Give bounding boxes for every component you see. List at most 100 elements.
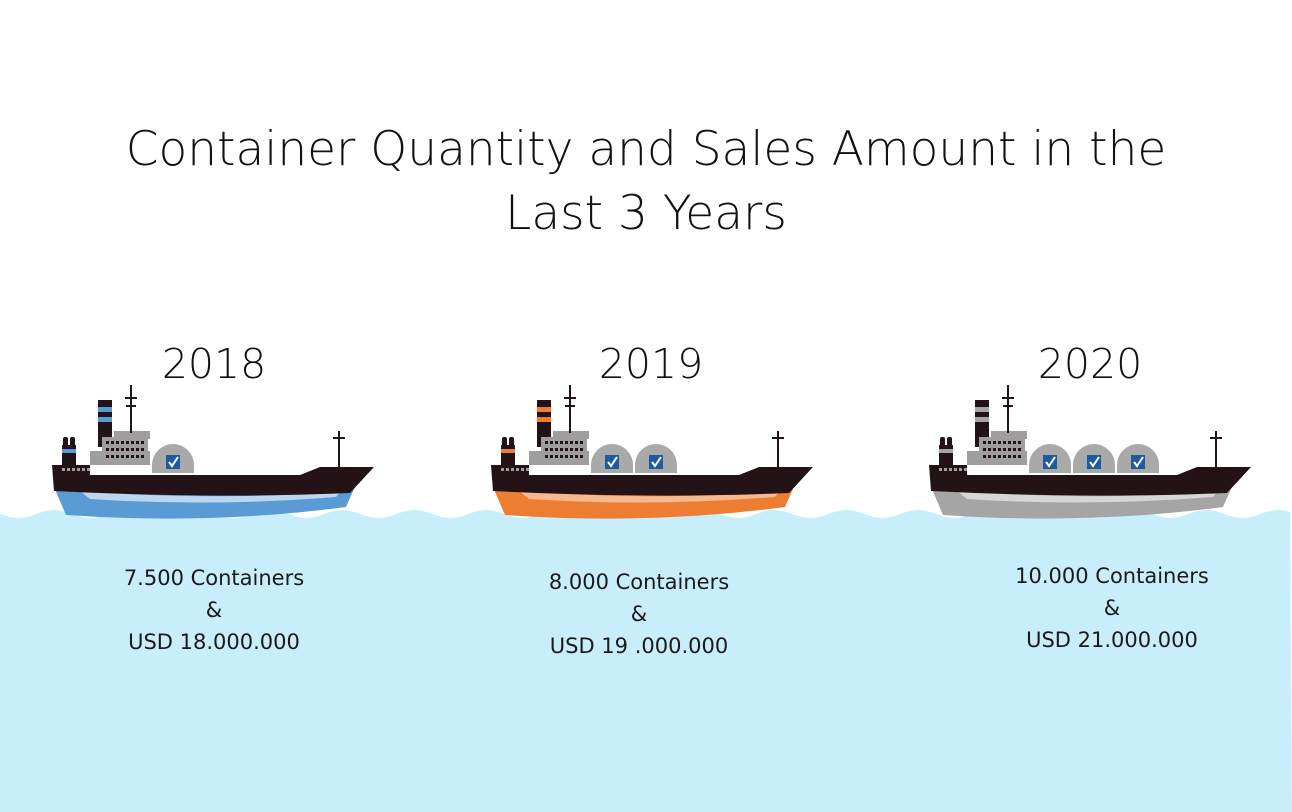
porthole [959,468,962,471]
window [136,441,139,444]
check-icon [168,456,179,468]
bow-mast-arm [333,437,345,439]
window [570,455,573,458]
bow-mast [338,431,340,467]
ship-2018-icon [52,385,374,519]
porthole [506,468,509,471]
bow-mast-arm [1210,437,1222,439]
window [121,455,124,458]
window [106,441,109,444]
small-stack-band [62,449,76,453]
vent [940,437,945,447]
window [555,455,558,458]
stats-2020: 10.000 Containers & USD 21.000.000 [952,560,1272,656]
small-stack [62,445,76,465]
window [998,455,1001,458]
hull-stripe [80,491,340,503]
sales-2018: USD 18.000.000 [128,630,300,654]
check-icon [1045,456,1056,468]
small-stack-band [501,449,515,453]
window [545,441,548,444]
hull [929,465,1251,496]
vent [502,437,507,447]
vent [947,437,952,447]
window [126,441,129,444]
window [1003,441,1006,444]
window [555,441,558,444]
mast [1007,385,1009,433]
window [131,448,134,451]
containers-2018: 7.500 Containers [123,566,305,590]
mast-arm [125,397,137,399]
bow-mast-arm [772,437,784,439]
year-label-2020: 2020 [1037,340,1143,388]
window [545,448,548,451]
ampersand-2020: & [1103,596,1121,620]
window [126,448,129,451]
window [136,448,139,451]
window [565,455,568,458]
window [988,441,991,444]
title-line-2: Last 3 Years [505,186,787,241]
porthole [511,468,514,471]
window [580,441,583,444]
window [111,455,114,458]
porthole [949,468,952,471]
title-line-1: Container Quantity and Sales Amount in t… [125,122,1167,177]
window [570,441,573,444]
window [116,441,119,444]
small-stack [939,445,953,465]
page-title: Container Quantity and Sales Amount in t… [0,118,1292,246]
sales-2020: USD 21.000.000 [1026,628,1198,652]
window [555,448,558,451]
window [560,441,563,444]
window [998,448,1001,451]
window [575,455,578,458]
porthole [516,468,519,471]
ship-2020-icon [929,385,1251,519]
vent [509,437,514,447]
porthole [72,468,75,471]
check-icon [1089,456,1100,468]
hull [52,465,374,496]
mast-arm [126,405,136,407]
window [550,448,553,451]
window [131,441,134,444]
window [1008,448,1011,451]
window [121,448,124,451]
window [121,441,124,444]
funnel-band [975,417,989,422]
window [580,448,583,451]
bow-mast [777,431,779,467]
bridge [114,431,150,439]
small-stack-band [939,449,953,453]
containers-2020: 10.000 Containers [1015,564,1209,588]
window [575,448,578,451]
window [983,448,986,451]
window [550,441,553,444]
window [116,455,119,458]
stats-2019: 8.000 Containers & USD 19 .000.000 [479,566,799,662]
window [580,455,583,458]
window [1018,455,1021,458]
window [993,455,996,458]
mast-arm [1003,405,1013,407]
window [983,441,986,444]
window [126,455,129,458]
mast [569,385,571,433]
bridge [991,431,1027,439]
window [141,448,144,451]
year-label-2019: 2019 [598,340,704,388]
bow-mast [1215,431,1217,467]
porthole [501,468,504,471]
window [545,455,548,458]
window [993,448,996,451]
window [565,441,568,444]
window [1003,448,1006,451]
funnel-band [98,417,112,422]
funnel-band [537,407,551,412]
funnel-band [975,407,989,412]
funnel-band [98,407,112,412]
porthole [526,468,529,471]
